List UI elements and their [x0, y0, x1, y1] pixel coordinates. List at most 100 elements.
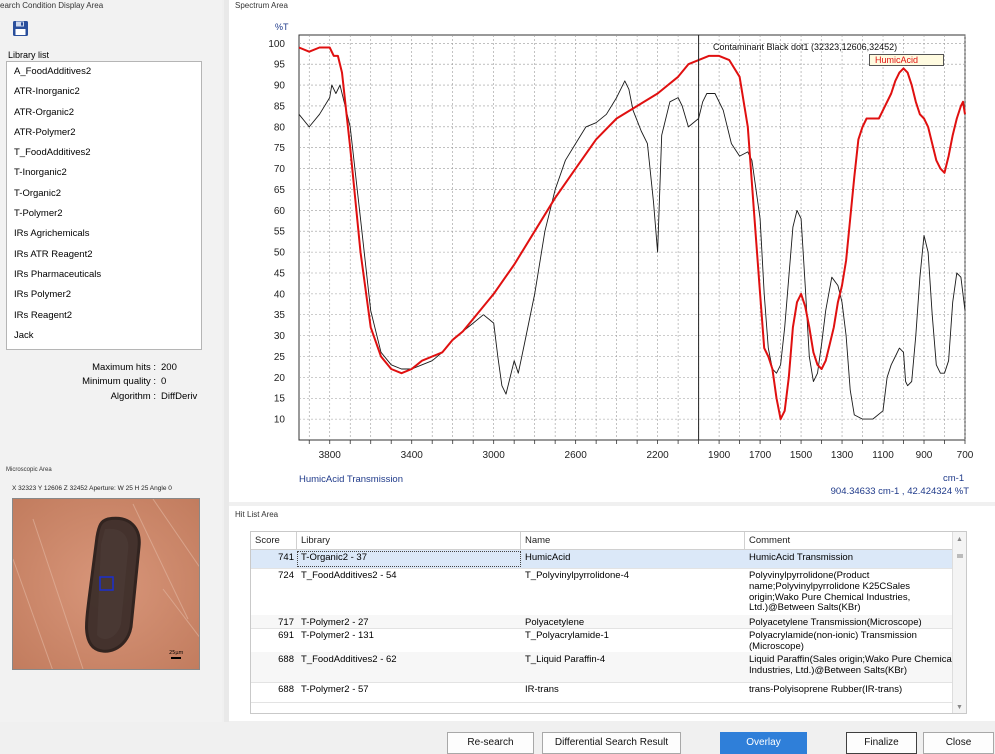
- library-list-item[interactable]: T-Inorganic2: [14, 167, 67, 179]
- library-list[interactable]: A_FoodAdditives2 ATR-Inorganic2 ATR-Organi…: [6, 61, 202, 350]
- cursor-readout: 904.34633 cm-1 , 42.424324 %T: [830, 486, 969, 497]
- library-list-label: Library list: [8, 50, 50, 60]
- library-list-item[interactable]: ATR-Polymer2: [14, 126, 76, 138]
- hit-score: 688: [278, 654, 294, 665]
- library-list-item[interactable]: IRs Reagent2: [14, 309, 73, 321]
- hit-name: T_Liquid Paraffin-4: [525, 654, 606, 665]
- column-header-name[interactable]: Name: [521, 532, 745, 550]
- library-list-item[interactable]: T-Polymer2: [14, 208, 63, 220]
- row-divider: [251, 702, 966, 703]
- sample-legend: Contaminant Black dot1 (32323,12606,3245…: [713, 42, 898, 52]
- research-button[interactable]: Re-search: [447, 732, 534, 754]
- library-list-item[interactable]: A_FoodAdditives2: [14, 66, 92, 77]
- hit-library: T-Polymer2 - 131: [301, 630, 374, 641]
- hit-name: T_Polyacrylamide-1: [525, 630, 609, 641]
- hit-list-row[interactable]: 724 T_FoodAdditives2 - 54 T_Polyvinylpyrro…: [251, 568, 966, 615]
- y-tick-label: 75: [274, 143, 286, 154]
- library-list-item[interactable]: T_FoodAdditives2: [14, 147, 91, 159]
- column-header-library[interactable]: Library: [297, 532, 521, 550]
- x-tick-label: 3800: [319, 450, 342, 461]
- search-condition-panel: earch Condition Display Area Library lis…: [0, 0, 222, 722]
- hit-list-row[interactable]: 717 T-Polymer2 - 27 Polyacetylene Polyacety…: [251, 615, 966, 628]
- differential-search-result-button[interactable]: Differential Search Result: [542, 732, 681, 754]
- hit-list-row[interactable]: 688 T-Polymer2 - 57 IR-trans trans-Polyisop…: [251, 682, 966, 702]
- x-tick-label: 1300: [831, 450, 854, 461]
- hit-library: T-Polymer2 - 27: [301, 617, 369, 628]
- y-tick-label: 45: [274, 268, 286, 279]
- spectrum-area: Spectrum Area 10 15 20 25 30 35 40 45 50 55 60 65 70…: [229, 0, 995, 502]
- y-tick-label: 10: [274, 415, 286, 426]
- library-list-item[interactable]: ATR-Inorganic2: [14, 86, 80, 98]
- microscope-image[interactable]: 25µm: [12, 498, 200, 670]
- y-tick-label: 35: [274, 310, 286, 321]
- hit-score: 741: [278, 552, 294, 563]
- row-divider: [251, 682, 966, 683]
- hit-comment: Polyacetylene Transmission(Microscope): [749, 617, 922, 628]
- y-axis-unit: %T: [275, 22, 289, 32]
- y-tick-label: 100: [268, 39, 285, 50]
- library-list-item[interactable]: IRs Pharmaceuticals: [14, 268, 102, 280]
- scroll-up-icon[interactable]: ▲: [956, 536, 963, 543]
- library-list-item[interactable]: IRs ATR Reagent2: [14, 248, 93, 260]
- finalize-button[interactable]: Finalize: [846, 732, 917, 754]
- x-tick-label: 1900: [708, 450, 731, 461]
- hit-list-row[interactable]: 688 T_FoodAdditives2 - 62 T_Liquid Paraffi…: [251, 652, 966, 682]
- scale-bar-label: 25µm: [169, 650, 184, 656]
- focused-cell: [297, 551, 521, 567]
- hit-name: IR-trans: [525, 684, 559, 695]
- y-tick-label: 65: [274, 185, 286, 196]
- close-button[interactable]: Close: [923, 732, 994, 754]
- y-tick-label: 15: [274, 394, 286, 405]
- microscopic-area-title: Microscopic Area: [6, 467, 52, 473]
- hit-library: T_FoodAdditives2 - 54: [301, 570, 397, 581]
- hit-name: Polyacetylene: [525, 617, 585, 628]
- spectrum-chart[interactable]: 10 15 20 25 30 35 40 45 50 55 60 65 70 75 80 85 90 95 100 3…: [229, 0, 995, 502]
- y-tick-label: 25: [274, 352, 286, 363]
- library-list-item[interactable]: Jack: [14, 329, 34, 341]
- library-list-item[interactable]: IRs Agrichemicals: [14, 228, 90, 240]
- overlay-button[interactable]: Overlay: [720, 732, 807, 754]
- plot-frame: [298, 34, 966, 441]
- hit-list-table[interactable]: Score Library Name Comment 741 T-Organic2…: [250, 531, 967, 714]
- y-tick-label: 50: [274, 248, 286, 259]
- param-minimum-quality: Minimum quality : 0: [0, 376, 222, 390]
- x-tick-label: 1100: [872, 450, 894, 461]
- y-tick-label: 40: [274, 289, 286, 300]
- library-list-item[interactable]: ATR-Organic2: [14, 106, 75, 118]
- hit-list-scrollbar[interactable]: ▲ ▼: [952, 532, 966, 713]
- hit-list-row[interactable]: 691 T-Polymer2 - 131 T_Polyacrylamide-1 Pol…: [251, 628, 966, 652]
- param-maximum-hits: Maximum hits : 200: [0, 362, 222, 376]
- panel-splitter[interactable]: [224, 0, 229, 722]
- hit-score: 724: [278, 570, 294, 581]
- x-tick-label: 700: [957, 450, 974, 461]
- column-header-comment[interactable]: Comment: [745, 532, 954, 550]
- hit-list-row[interactable]: 741 T-Organic2 - 37 HumicAcid HumicAcid Tra…: [251, 550, 966, 568]
- floppy-disk-icon[interactable]: [12, 20, 29, 37]
- x-tick-label: 3400: [401, 450, 424, 461]
- hit-library: T_FoodAdditives2 - 62: [301, 654, 397, 665]
- hit-score: 717: [278, 617, 294, 628]
- param-label: Minimum quality :: [82, 376, 156, 387]
- y-tick-label: 90: [274, 81, 286, 92]
- x-tick-label: 1700: [749, 450, 772, 461]
- microscope-position-info: X 32323 Y 12606 Z 32452 Aperture: W 25 H…: [12, 485, 172, 492]
- column-header-score[interactable]: Score: [251, 532, 297, 550]
- hit-name: HumicAcid: [525, 552, 571, 563]
- hit-comment: HumicAcid Transmission: [749, 552, 853, 563]
- param-label: Algorithm :: [110, 391, 156, 402]
- scroll-down-icon[interactable]: ▼: [956, 704, 963, 711]
- y-tick-label: 85: [274, 101, 286, 112]
- hit-name: T_Polyvinylpyrrolidone-4: [525, 570, 630, 581]
- y-tick-label: 80: [274, 122, 286, 133]
- hit-list-title: Hit List Area: [235, 510, 279, 519]
- scrollbar-thumb[interactable]: [957, 554, 963, 558]
- hit-comment: trans-Polyisoprene Rubber(IR-trans): [749, 684, 903, 695]
- y-tick-label: 60: [274, 206, 286, 217]
- library-list-item[interactable]: T-Organic2: [14, 187, 61, 199]
- param-value: 200: [161, 362, 177, 373]
- y-tick-label: 20: [274, 373, 286, 384]
- row-divider: [251, 568, 966, 569]
- library-list-item[interactable]: IRs Polymer2: [14, 289, 72, 301]
- x-tick-label: 2200: [646, 450, 669, 461]
- hit-comment: Polyvinylpyrrolidone(Product name;Polyvi…: [749, 570, 911, 614]
